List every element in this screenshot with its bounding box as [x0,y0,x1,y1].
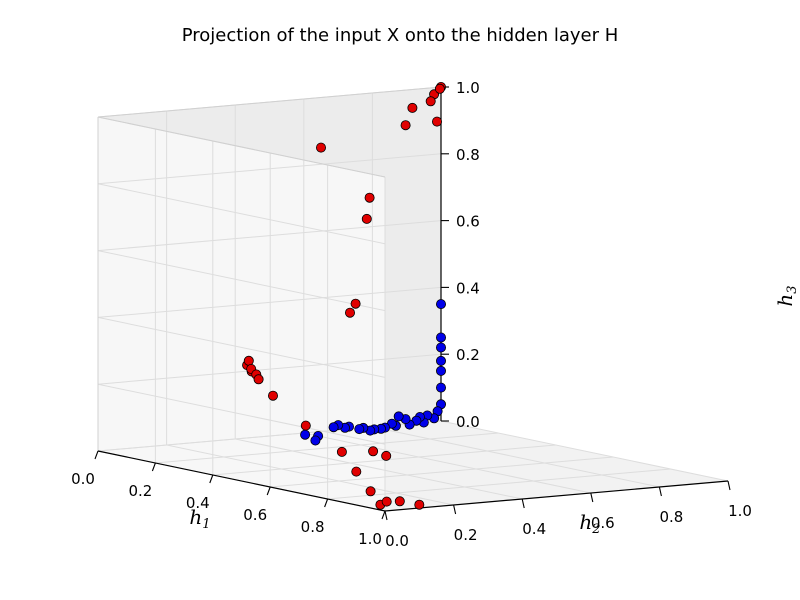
h2-tick-mark [384,510,388,521]
axis-labels: h1 h2 h3 [189,285,800,537]
h1-axis-label: h1 [189,505,210,532]
data-points [242,82,446,510]
blue-data-point [435,299,446,310]
red-data-point [365,486,376,497]
red-data-point [394,496,405,507]
h3-tick-label: 0.8 [456,146,480,164]
h2-tick-label: 0.0 [385,532,409,550]
red-data-point [414,499,425,510]
h1-tick-label: 1.0 [358,530,382,548]
h2-tick-label: 0.8 [659,508,683,526]
red-data-point [243,355,254,366]
chart-title: Projection of the input X onto the hidde… [182,25,619,46]
axis-lines [97,86,729,512]
grid-line-h2 [440,87,729,482]
grid-line-h2 [166,111,454,506]
blue-data-point [435,365,446,376]
h2-tick-label: 0.2 [454,526,478,544]
h2-tick-mark [658,486,662,497]
h2-axis-line [384,480,729,512]
h2-tick-mark [521,498,525,509]
blue-data-point [435,382,446,393]
red-data-point [364,192,375,203]
axis-panes [98,87,728,511]
side-pane [98,117,385,511]
h2-tick-label: 0.6 [591,514,615,532]
h2-tick-mark [453,504,457,515]
red-data-point [381,496,392,507]
red-data-point [407,102,418,113]
pane-edge [97,116,386,178]
red-data-point [336,446,347,457]
red-data-point [253,374,264,385]
h3-tick-label: 0.6 [456,213,480,231]
h1-tick-mark [209,474,214,484]
red-data-point [361,213,372,224]
blue-data-point [354,424,365,435]
red-data-point [434,83,445,94]
h1-tick-label: 0.0 [71,470,95,488]
red-data-point [400,120,411,131]
h1-axis-line [97,450,386,512]
blue-data-point [300,429,311,440]
blue-data-point [435,342,446,353]
h3-tick-label: 1.0 [456,79,480,97]
h1-tick-mark [266,486,271,496]
h1-tick-label: 0.6 [243,506,267,524]
h2-tick-mark [727,480,731,491]
red-data-point [267,390,278,401]
blue-data-point [328,422,339,433]
red-data-point [425,96,436,107]
grid-line-h2 [234,105,523,500]
h3-tick-label: 0.0 [456,413,480,431]
red-data-point [315,142,326,153]
red-data-point [300,420,311,431]
red-data-point [351,466,362,477]
h1-tick-label: 0.4 [186,494,210,512]
red-data-point [350,298,361,309]
red-data-point [344,307,355,318]
h3-axis-label: h3 [773,285,800,306]
h1-tick-mark [151,462,156,472]
blue-data-point [435,355,446,366]
tick-labels: 0.00.20.40.60.81.0 0.0 0.2 0.4 0.6 0.8 1.00.00… [71,79,752,550]
h2-tick-label: 0.4 [522,520,546,538]
h2-tick-mark [590,492,594,503]
red-data-point [381,450,392,461]
red-data-point [431,116,442,127]
h1-tick-mark [324,498,329,508]
blue-data-point [393,411,404,422]
h3-tick-label: 0.4 [456,279,480,297]
h2-axis-label: h2 [579,510,600,537]
h1-tick-label: 0.8 [301,518,325,536]
pane-edge [97,86,442,118]
blue-data-point [435,332,446,343]
h3-tick-label: 0.2 [456,346,480,364]
red-data-point [368,446,379,457]
h1-tick-mark [381,510,386,520]
h1-tick-mark [94,450,99,460]
h2-tick-label: 1.0 [728,502,752,520]
h1-tick-label: 0.2 [128,482,152,500]
blue-data-point [310,435,321,446]
